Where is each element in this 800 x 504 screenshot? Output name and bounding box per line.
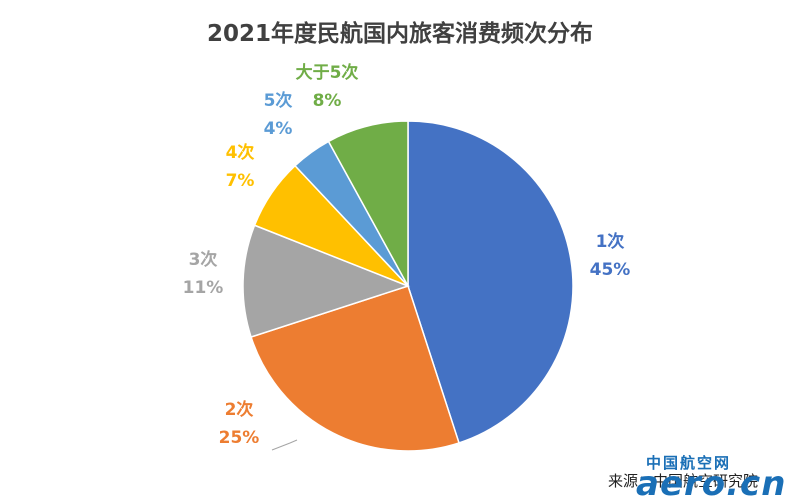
chart-title: 2021年度民航国内旅客消费频次分布 — [206, 21, 593, 47]
slice-label-4-pct: 7% — [225, 171, 255, 191]
slice-label-6-name: 大于5次 — [295, 63, 359, 83]
pie-slice-1 — [407, 120, 574, 444]
watermark-en: aero.cn — [636, 464, 787, 504]
slice-label-5-name: 5次 — [263, 91, 293, 111]
watermark-logo: 中国航空网 aero.cn — [636, 452, 796, 504]
slice-label-4: 4次 7% — [218, 139, 262, 195]
slice-label-4-name: 4次 — [225, 143, 255, 163]
leader-line — [271, 439, 298, 451]
slice-label-3-pct: 11% — [182, 278, 224, 298]
slice-label-6: 大于5次 8% — [284, 59, 370, 115]
slice-label-1-name: 1次 — [595, 232, 625, 252]
slice-label-5: 5次 4% — [256, 87, 300, 143]
slice-label-3: 3次 11% — [178, 246, 228, 302]
pie-slice-2 — [250, 285, 460, 452]
slice-label-1-pct: 45% — [589, 260, 631, 280]
slice-label-2-name: 2次 — [224, 400, 254, 420]
slice-label-2: 2次 25% — [214, 396, 264, 452]
watermark-cn: 中国航空网 — [646, 454, 732, 472]
pie-slice-3 — [242, 224, 411, 338]
source-note: 来源：中国航空研究院 — [608, 472, 759, 490]
slice-label-6-pct: 8% — [312, 91, 342, 111]
slice-label-5-pct: 4% — [263, 119, 293, 139]
slice-label-3-name: 3次 — [188, 250, 218, 270]
slice-label-2-pct: 25% — [218, 428, 260, 448]
pie-slice-6 — [327, 120, 409, 287]
slice-label-1: 1次 45% — [586, 228, 634, 284]
